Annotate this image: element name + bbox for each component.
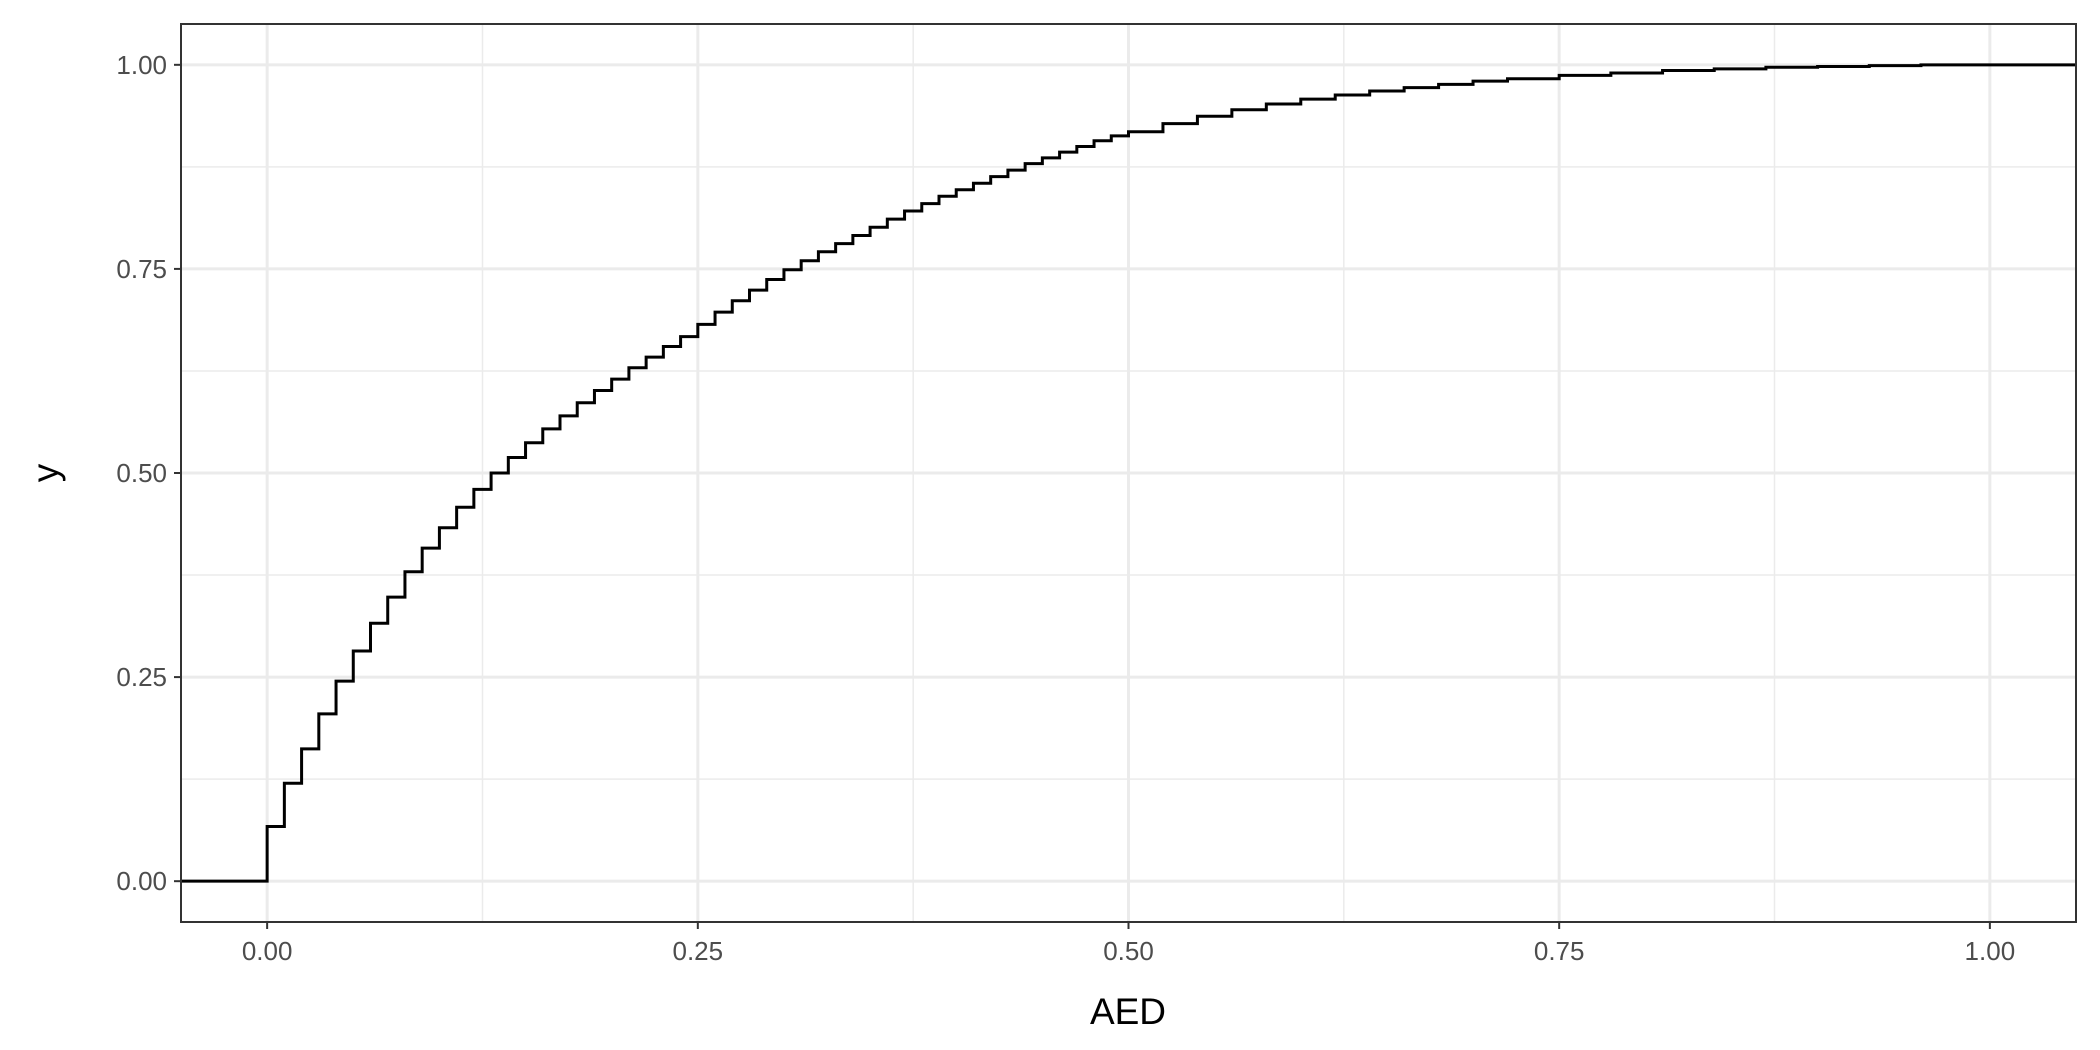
y-axis: 0.00 0.25 0.50 0.75 1.00: [116, 50, 181, 896]
x-axis: 0.00 0.25 0.50 0.75 1.00: [242, 922, 2015, 966]
series-layer: [181, 63, 2076, 883]
y-axis-title: y: [25, 463, 66, 482]
y-tick-label: 0.75: [116, 254, 167, 284]
x-tick-label: 0.25: [673, 936, 724, 966]
x-tick-label: 0.75: [1534, 936, 1585, 966]
y-tick-label: 0.25: [116, 662, 167, 692]
y-tick-label: 1.00: [116, 50, 167, 80]
x-tick-label: 1.00: [1965, 936, 2016, 966]
y-tick-label: 0.00: [116, 866, 167, 896]
x-tick-label: 0.50: [1103, 936, 1154, 966]
ecdf-step-line: [181, 63, 2076, 883]
x-axis-title: AED: [1090, 991, 1166, 1032]
x-tick-label: 0.00: [242, 936, 293, 966]
y-tick-label: 0.50: [116, 458, 167, 488]
